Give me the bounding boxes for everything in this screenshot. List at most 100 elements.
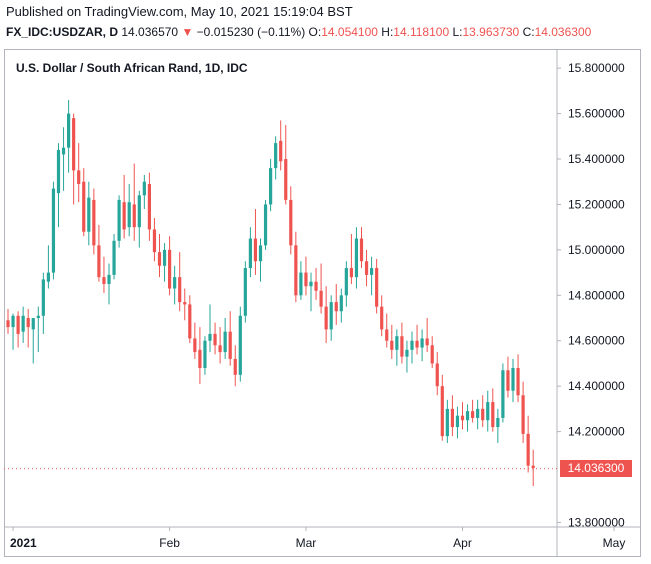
candle bbox=[127, 184, 131, 237]
candle-body bbox=[223, 331, 227, 353]
candle bbox=[253, 209, 258, 275]
candle-body bbox=[127, 202, 131, 228]
candle-body bbox=[400, 336, 404, 357]
price-change: −0.015230 (−0.11%) bbox=[196, 25, 306, 39]
price-tick-label: 14.400000 bbox=[568, 379, 625, 393]
candle bbox=[319, 263, 323, 314]
candle-body bbox=[92, 199, 96, 246]
last-price: 14.036570 bbox=[121, 25, 179, 39]
candle bbox=[203, 336, 207, 375]
candle-body bbox=[415, 340, 419, 348]
candle bbox=[329, 295, 333, 341]
candle-body bbox=[67, 113, 71, 148]
candle bbox=[193, 322, 197, 359]
price-tick-label: 15.400000 bbox=[568, 152, 625, 166]
candle bbox=[465, 404, 470, 432]
candle bbox=[405, 340, 409, 373]
candle-body bbox=[334, 302, 338, 312]
candle bbox=[491, 388, 495, 432]
candle bbox=[486, 390, 490, 432]
symbol-label: FX_IDC:USDZAR, D bbox=[6, 25, 119, 39]
time-axis: 2021 Feb Mar Apr May bbox=[10, 527, 625, 550]
candle-body bbox=[248, 238, 252, 269]
candle-body bbox=[359, 238, 364, 262]
candle-body bbox=[72, 118, 76, 171]
quote-line: FX_IDC:USDZAR, D 14.036570 ▼ −0.015230 (… bbox=[6, 25, 591, 39]
time-tick-label: May bbox=[603, 536, 626, 550]
candle-body bbox=[122, 202, 126, 230]
candle bbox=[16, 311, 20, 348]
candle-body bbox=[168, 249, 172, 289]
candle bbox=[41, 272, 45, 334]
time-tick-label: Mar bbox=[296, 536, 317, 550]
candle-body bbox=[516, 368, 520, 396]
candle bbox=[72, 113, 76, 205]
candle-body bbox=[405, 349, 409, 357]
candle-body bbox=[526, 433, 530, 466]
candle bbox=[410, 331, 414, 364]
candle bbox=[168, 236, 172, 296]
candle bbox=[11, 313, 15, 350]
candle-body bbox=[471, 411, 475, 418]
candle-body bbox=[486, 402, 490, 421]
candle-body bbox=[425, 338, 429, 346]
candle bbox=[440, 374, 444, 441]
candle bbox=[117, 195, 121, 248]
candle-body bbox=[198, 349, 202, 368]
candle bbox=[238, 306, 242, 382]
candle-body bbox=[208, 333, 212, 341]
candle-body bbox=[162, 249, 167, 266]
candle-body bbox=[117, 199, 121, 241]
candle-body bbox=[82, 181, 86, 232]
candle-body bbox=[521, 395, 525, 434]
candle-body bbox=[309, 281, 313, 287]
candle bbox=[248, 227, 252, 278]
candle bbox=[87, 181, 91, 246]
candle bbox=[476, 399, 480, 430]
candle-body bbox=[102, 277, 106, 284]
candle-body bbox=[279, 140, 283, 162]
candle bbox=[243, 261, 247, 323]
candle bbox=[279, 120, 283, 171]
candle bbox=[420, 329, 424, 362]
published-caption: Published on TradingView.com, May 10, 20… bbox=[6, 4, 353, 19]
candle bbox=[501, 363, 505, 423]
candle bbox=[97, 224, 101, 282]
candle-body bbox=[455, 415, 460, 428]
candle bbox=[354, 227, 359, 289]
high-value: 14.118100 bbox=[393, 25, 450, 39]
candle-body bbox=[339, 295, 343, 312]
candle bbox=[112, 233, 116, 280]
candle-body bbox=[390, 340, 394, 350]
price-tick-label: 14.600000 bbox=[568, 334, 625, 348]
down-arrow-icon: ▼ bbox=[181, 25, 194, 39]
candle bbox=[455, 406, 460, 439]
candle bbox=[471, 399, 475, 423]
candle-body bbox=[420, 338, 424, 348]
candle-body bbox=[258, 245, 263, 262]
candle-body bbox=[147, 184, 151, 230]
candle-body bbox=[274, 143, 278, 169]
candle bbox=[61, 127, 66, 191]
high-label: H: bbox=[381, 25, 394, 39]
candle-body bbox=[314, 281, 318, 291]
candle-body bbox=[284, 159, 288, 200]
candle-body bbox=[349, 268, 353, 278]
candle-body bbox=[132, 204, 136, 228]
candle bbox=[349, 233, 353, 284]
candle-body bbox=[26, 318, 30, 328]
candle-body bbox=[385, 329, 389, 341]
candle bbox=[147, 172, 151, 241]
open-value: 14.054100 bbox=[321, 25, 378, 39]
candle bbox=[450, 395, 454, 437]
candle-body bbox=[304, 272, 308, 287]
candle-body bbox=[21, 315, 25, 332]
candle-body bbox=[329, 302, 333, 330]
candle-body bbox=[178, 277, 182, 303]
candle bbox=[299, 261, 303, 300]
candle bbox=[178, 252, 182, 312]
close-value: 14.036300 bbox=[534, 25, 592, 39]
candle bbox=[132, 163, 136, 241]
candle-body bbox=[440, 386, 444, 437]
